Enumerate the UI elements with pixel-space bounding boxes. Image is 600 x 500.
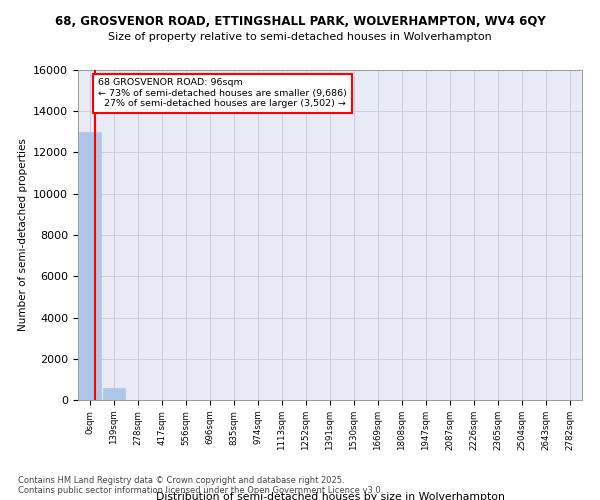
Y-axis label: Number of semi-detached properties: Number of semi-detached properties xyxy=(17,138,28,332)
Text: 68, GROSVENOR ROAD, ETTINGSHALL PARK, WOLVERHAMPTON, WV4 6QY: 68, GROSVENOR ROAD, ETTINGSHALL PARK, WO… xyxy=(55,15,545,28)
Text: Contains HM Land Registry data © Crown copyright and database right 2025.
Contai: Contains HM Land Registry data © Crown c… xyxy=(18,476,383,495)
Text: 68 GROSVENOR ROAD: 96sqm
← 73% of semi-detached houses are smaller (9,686)
  27%: 68 GROSVENOR ROAD: 96sqm ← 73% of semi-d… xyxy=(98,78,347,108)
Text: Size of property relative to semi-detached houses in Wolverhampton: Size of property relative to semi-detach… xyxy=(108,32,492,42)
Bar xyxy=(79,132,101,400)
Bar xyxy=(103,388,125,400)
X-axis label: Distribution of semi-detached houses by size in Wolverhampton: Distribution of semi-detached houses by … xyxy=(155,492,505,500)
